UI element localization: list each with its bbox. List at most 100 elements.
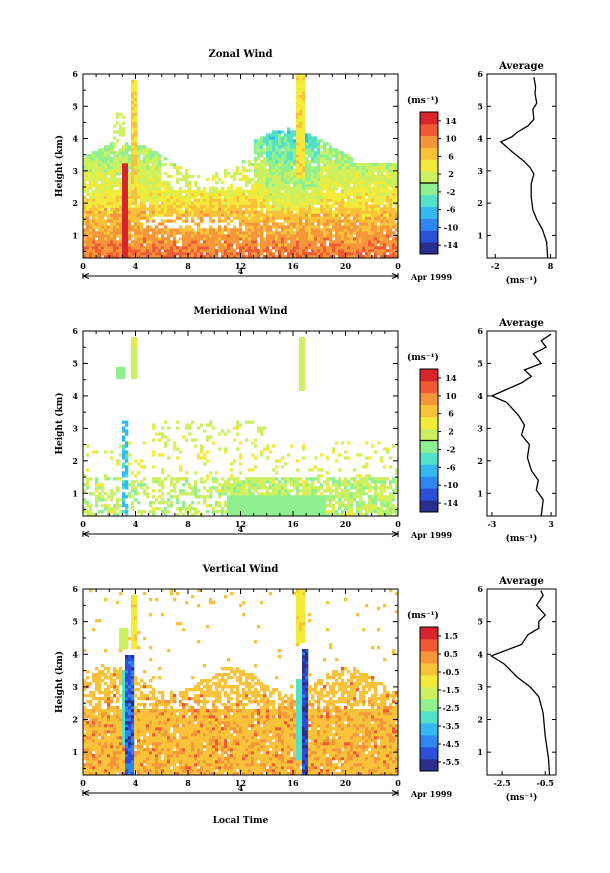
heatmap-cell <box>239 186 243 191</box>
heatmap-cell <box>326 166 330 170</box>
heatmap-cell <box>335 243 339 247</box>
heatmap-cell <box>257 234 261 238</box>
heatmap-cell <box>119 171 123 176</box>
heatmap-cell <box>341 163 345 167</box>
heatmap-cell <box>119 207 123 211</box>
heatmap-cell <box>338 234 342 238</box>
day-bar-arrow <box>391 531 400 537</box>
heatmap-cell <box>293 477 297 481</box>
heatmap-cell <box>128 441 132 445</box>
heatmap-cell <box>167 198 171 202</box>
heatmap-cell <box>341 160 345 164</box>
heatmap-cell <box>329 489 333 493</box>
heatmap-cell <box>395 246 399 250</box>
heatmap-cell <box>131 160 135 164</box>
heatmap-cell <box>290 495 294 499</box>
heatmap-cell <box>317 151 321 155</box>
heatmap-cell <box>329 207 333 211</box>
heatmap-cell <box>86 249 90 253</box>
heatmap-cell <box>332 189 336 194</box>
heatmap-cell <box>305 255 309 259</box>
heatmap-cell <box>122 183 126 188</box>
heatmap-cell <box>140 163 144 167</box>
heatmap-cell <box>155 477 159 481</box>
colorbar-swatch <box>420 488 438 501</box>
heatmap-cell <box>89 240 93 244</box>
heatmap-cell <box>380 477 384 481</box>
heatmap-cell <box>227 198 231 202</box>
heatmap-cell <box>395 243 399 247</box>
heatmap-cell <box>116 151 120 155</box>
heatmap-cell <box>245 480 249 484</box>
heatmap-cell <box>299 115 303 119</box>
heatmap-cell <box>155 207 159 211</box>
heatmap-cell <box>152 198 156 202</box>
heatmap-cell <box>287 219 291 223</box>
heatmap-cell <box>278 501 282 505</box>
heatmap-cell <box>302 76 306 81</box>
heatmap-cell <box>191 513 195 517</box>
heatmap-cell <box>131 186 135 191</box>
heatmap-cell <box>119 186 123 191</box>
heatmap-cell <box>125 510 129 514</box>
heatmap-cell <box>86 468 90 472</box>
heatmap-cell <box>275 171 279 176</box>
heatmap-cell <box>275 459 279 463</box>
heatmap-cell <box>290 234 294 238</box>
heatmap-cell <box>200 480 204 484</box>
heatmap-cell <box>317 192 321 196</box>
profile-x-tick-label: 3 <box>548 519 554 529</box>
heatmap-cell <box>284 207 288 211</box>
heatmap-cell <box>320 192 324 196</box>
heatmap-cell <box>302 118 306 122</box>
heatmap-cell <box>290 171 294 176</box>
heatmap-cell <box>206 231 210 235</box>
heatmap-cell <box>233 216 237 220</box>
heatmap-cell <box>95 213 99 217</box>
heatmap-cell <box>95 243 99 247</box>
heatmap-cell <box>380 192 384 196</box>
heatmap-cell <box>392 180 396 185</box>
heatmap-cell <box>335 225 339 229</box>
heatmap-cell <box>356 249 360 253</box>
heatmap-cell <box>164 255 168 259</box>
heatmap-cell <box>212 201 216 205</box>
heatmap-cell <box>197 240 201 244</box>
heatmap-cell <box>374 228 378 232</box>
heatmap-cell <box>281 222 285 226</box>
heatmap-cell <box>122 237 126 241</box>
heatmap-cell <box>296 483 300 487</box>
heatmap-cell <box>155 225 159 229</box>
heatmap-cell <box>254 160 258 164</box>
heatmap-cell <box>284 198 288 202</box>
heatmap-cell <box>335 486 339 490</box>
heatmap-cell <box>116 225 120 229</box>
heatmap-cell <box>287 480 291 484</box>
heatmap-cell <box>323 480 327 484</box>
heatmap-cell <box>224 510 228 514</box>
heatmap-cell <box>131 351 135 356</box>
heatmap-cell <box>296 103 300 107</box>
heatmap-cell <box>122 510 126 514</box>
colorbar-tick-label: 6 <box>448 151 454 161</box>
heatmap-cell <box>125 168 129 173</box>
heatmap-cell <box>302 192 306 196</box>
heatmap-cell <box>359 180 363 185</box>
heatmap-cell <box>134 195 138 199</box>
heatmap-cell <box>113 142 117 146</box>
heatmap-cell <box>164 163 168 167</box>
heatmap-cell <box>272 157 276 161</box>
heatmap-cell <box>353 243 357 247</box>
heatmap-cell <box>233 498 237 502</box>
heatmap-cell <box>347 163 351 167</box>
heatmap-cell <box>149 177 153 182</box>
heatmap-cell <box>290 225 294 229</box>
heatmap-cell <box>140 180 144 185</box>
heatmap-cell <box>146 246 150 250</box>
heatmap-cell <box>293 213 297 217</box>
heatmap-cell <box>380 201 384 205</box>
heatmap-cell <box>248 492 252 496</box>
heatmap-cell <box>206 450 210 454</box>
heatmap-cell <box>302 363 306 368</box>
heatmap-cell <box>338 168 342 173</box>
